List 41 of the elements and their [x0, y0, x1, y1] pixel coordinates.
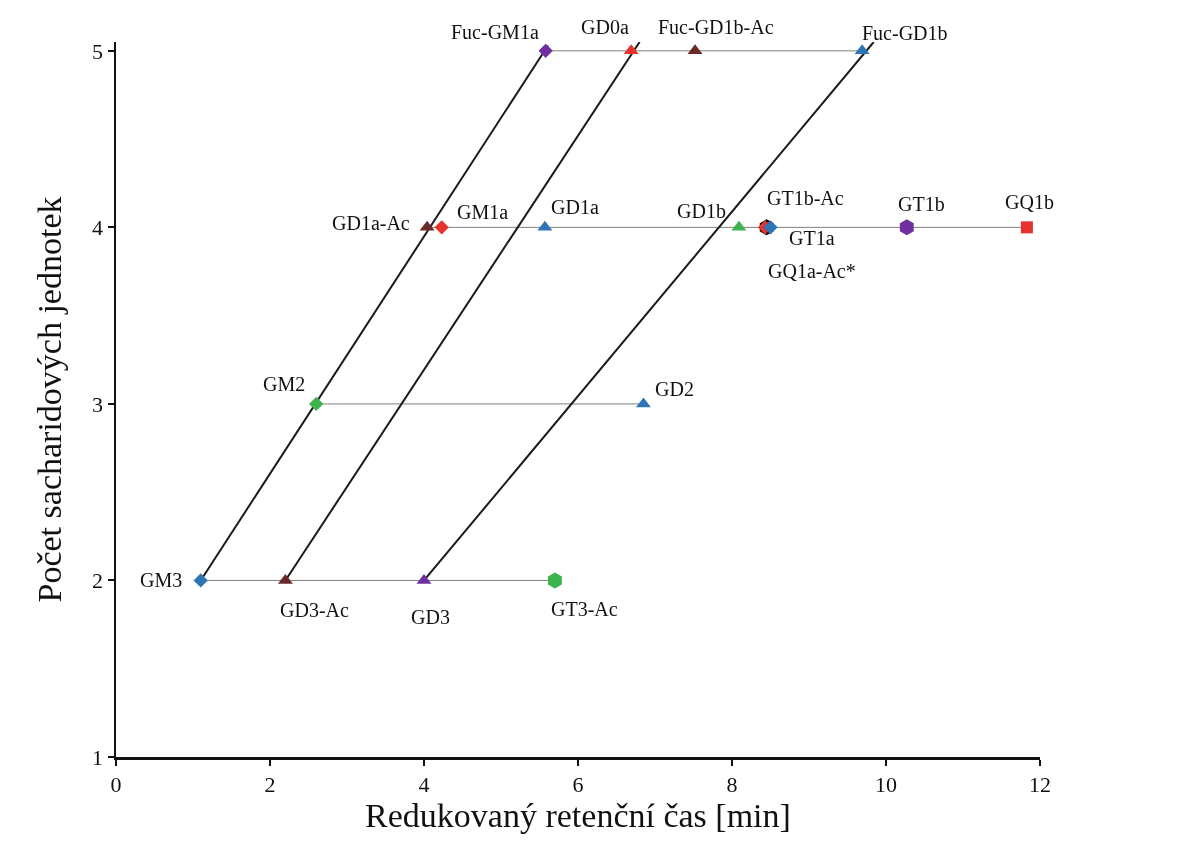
x-tick-label: 6 — [572, 771, 584, 797]
x-tick-label: 12 — [1029, 771, 1051, 797]
x-tick-label: 0 — [110, 771, 122, 797]
annotation: GM2 — [263, 373, 306, 395]
y-tick-label: 4 — [92, 215, 104, 241]
point — [1020, 221, 1033, 234]
annotation: GT1b — [898, 193, 945, 215]
annotation: GQ1b — [1005, 191, 1054, 213]
x-tick-label: 2 — [264, 771, 276, 797]
y-axis-title: Počet sacharidových jednotek — [31, 196, 69, 603]
annotation: GD1b — [677, 200, 726, 222]
annotation: GD2 — [655, 378, 694, 400]
x-axis-title: Redukovaný retenční čas [min] — [365, 797, 791, 835]
point — [899, 219, 914, 236]
annotation: GD1a — [551, 196, 599, 218]
annotation: Fuc-GD1b — [862, 22, 948, 44]
annotation: GM3 — [140, 569, 183, 591]
point — [309, 396, 324, 412]
point — [193, 573, 208, 588]
y-tick-label: 5 — [92, 38, 104, 64]
point — [434, 220, 449, 235]
x-tick-label: 8 — [726, 771, 738, 797]
annotation: GD3-Ac — [280, 599, 349, 621]
point — [538, 43, 553, 58]
annotation: GT3-Ac — [551, 598, 618, 620]
y-tick-label: 2 — [92, 568, 104, 594]
y-tick-label: 3 — [92, 391, 104, 417]
x-tick-label: 4 — [418, 771, 430, 797]
y-tick-label: 1 — [92, 744, 104, 770]
annotation: GD1a-Ac — [332, 212, 410, 234]
annotation: GM1a — [457, 201, 509, 223]
annotation: Fuc-GM1a — [451, 21, 539, 43]
annotation: GQ1a-Ac* — [768, 260, 856, 282]
annotation: Fuc-GD1b-Ac — [658, 16, 774, 38]
annotation: GT1b-Ac — [767, 187, 844, 209]
x-tick-label: 10 — [875, 771, 897, 797]
annotation: GD3 — [411, 606, 450, 628]
annotation: GD0a — [581, 16, 629, 38]
annotation: GT1a — [789, 227, 835, 249]
point — [763, 220, 778, 235]
point — [547, 572, 562, 589]
